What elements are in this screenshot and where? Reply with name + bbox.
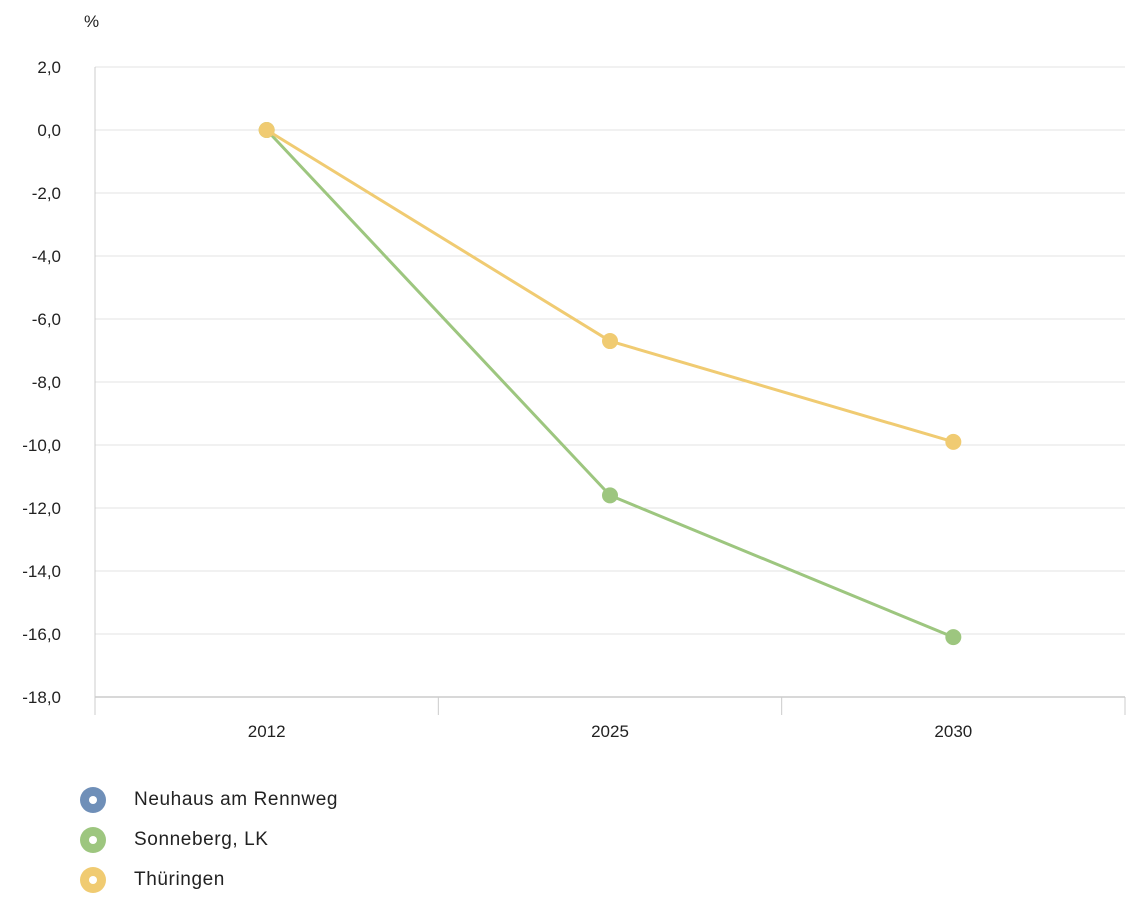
line-chart: % 2,0 0,0 -2,0 -4,0 -6,0 -8,0 -10,0 -12,0 -14,0 -… <box>22 12 1126 741</box>
legend-marker-sonneberg <box>80 827 106 853</box>
legend-item-sonneberg[interactable]: Sonneberg, LK <box>80 820 338 860</box>
x-tick-labels: 2012 2025 2030 <box>248 722 972 741</box>
legend-label: Neuhaus am Rennweg <box>134 789 339 810</box>
legend-marker-thueringen <box>80 867 106 893</box>
y-tick-label: -18,0 <box>22 688 61 707</box>
legend-label: Sonneberg, LK <box>134 829 269 850</box>
data-point[interactable] <box>602 487 618 504</box>
legend: Neuhaus am Rennweg Sonneberg, LK Thüring… <box>80 780 338 900</box>
axes <box>94 67 1126 715</box>
legend-label: Thüringen <box>134 869 225 890</box>
legend-marker-neuhaus <box>80 787 106 813</box>
y-unit-label: % <box>84 12 99 31</box>
series-1 <box>258 122 962 646</box>
y-tick-label: -2,0 <box>32 184 61 203</box>
data-point[interactable] <box>945 433 962 450</box>
y-tick-label: -10,0 <box>22 436 61 455</box>
x-tick-label: 2025 <box>591 722 629 741</box>
gridlines <box>95 66 1125 635</box>
legend-item-neuhaus[interactable]: Neuhaus am Rennweg <box>80 780 338 820</box>
legend-item-thueringen[interactable]: Thüringen <box>80 860 338 900</box>
x-tick-label: 2030 <box>934 722 972 741</box>
y-tick-label: 2,0 <box>37 58 61 77</box>
y-tick-labels: 2,0 0,0 -2,0 -4,0 -6,0 -8,0 -10,0 -12,0 -14,0 -16… <box>22 58 61 707</box>
x-tick-label: 2012 <box>248 722 286 741</box>
data-point[interactable] <box>602 333 618 350</box>
data-point[interactable] <box>945 629 962 646</box>
y-tick-label: -4,0 <box>32 247 61 266</box>
series-line <box>265 128 954 639</box>
y-tick-label: -12,0 <box>22 499 61 518</box>
y-tick-label: -8,0 <box>32 373 61 392</box>
y-tick-label: 0,0 <box>37 121 61 140</box>
data-point[interactable] <box>258 122 275 138</box>
series-line <box>265 128 954 444</box>
series-2 <box>258 122 962 450</box>
y-tick-label: -14,0 <box>22 562 61 581</box>
y-tick-label: -16,0 <box>22 625 61 644</box>
y-tick-label: -6,0 <box>32 310 61 329</box>
series-lines <box>258 122 962 646</box>
